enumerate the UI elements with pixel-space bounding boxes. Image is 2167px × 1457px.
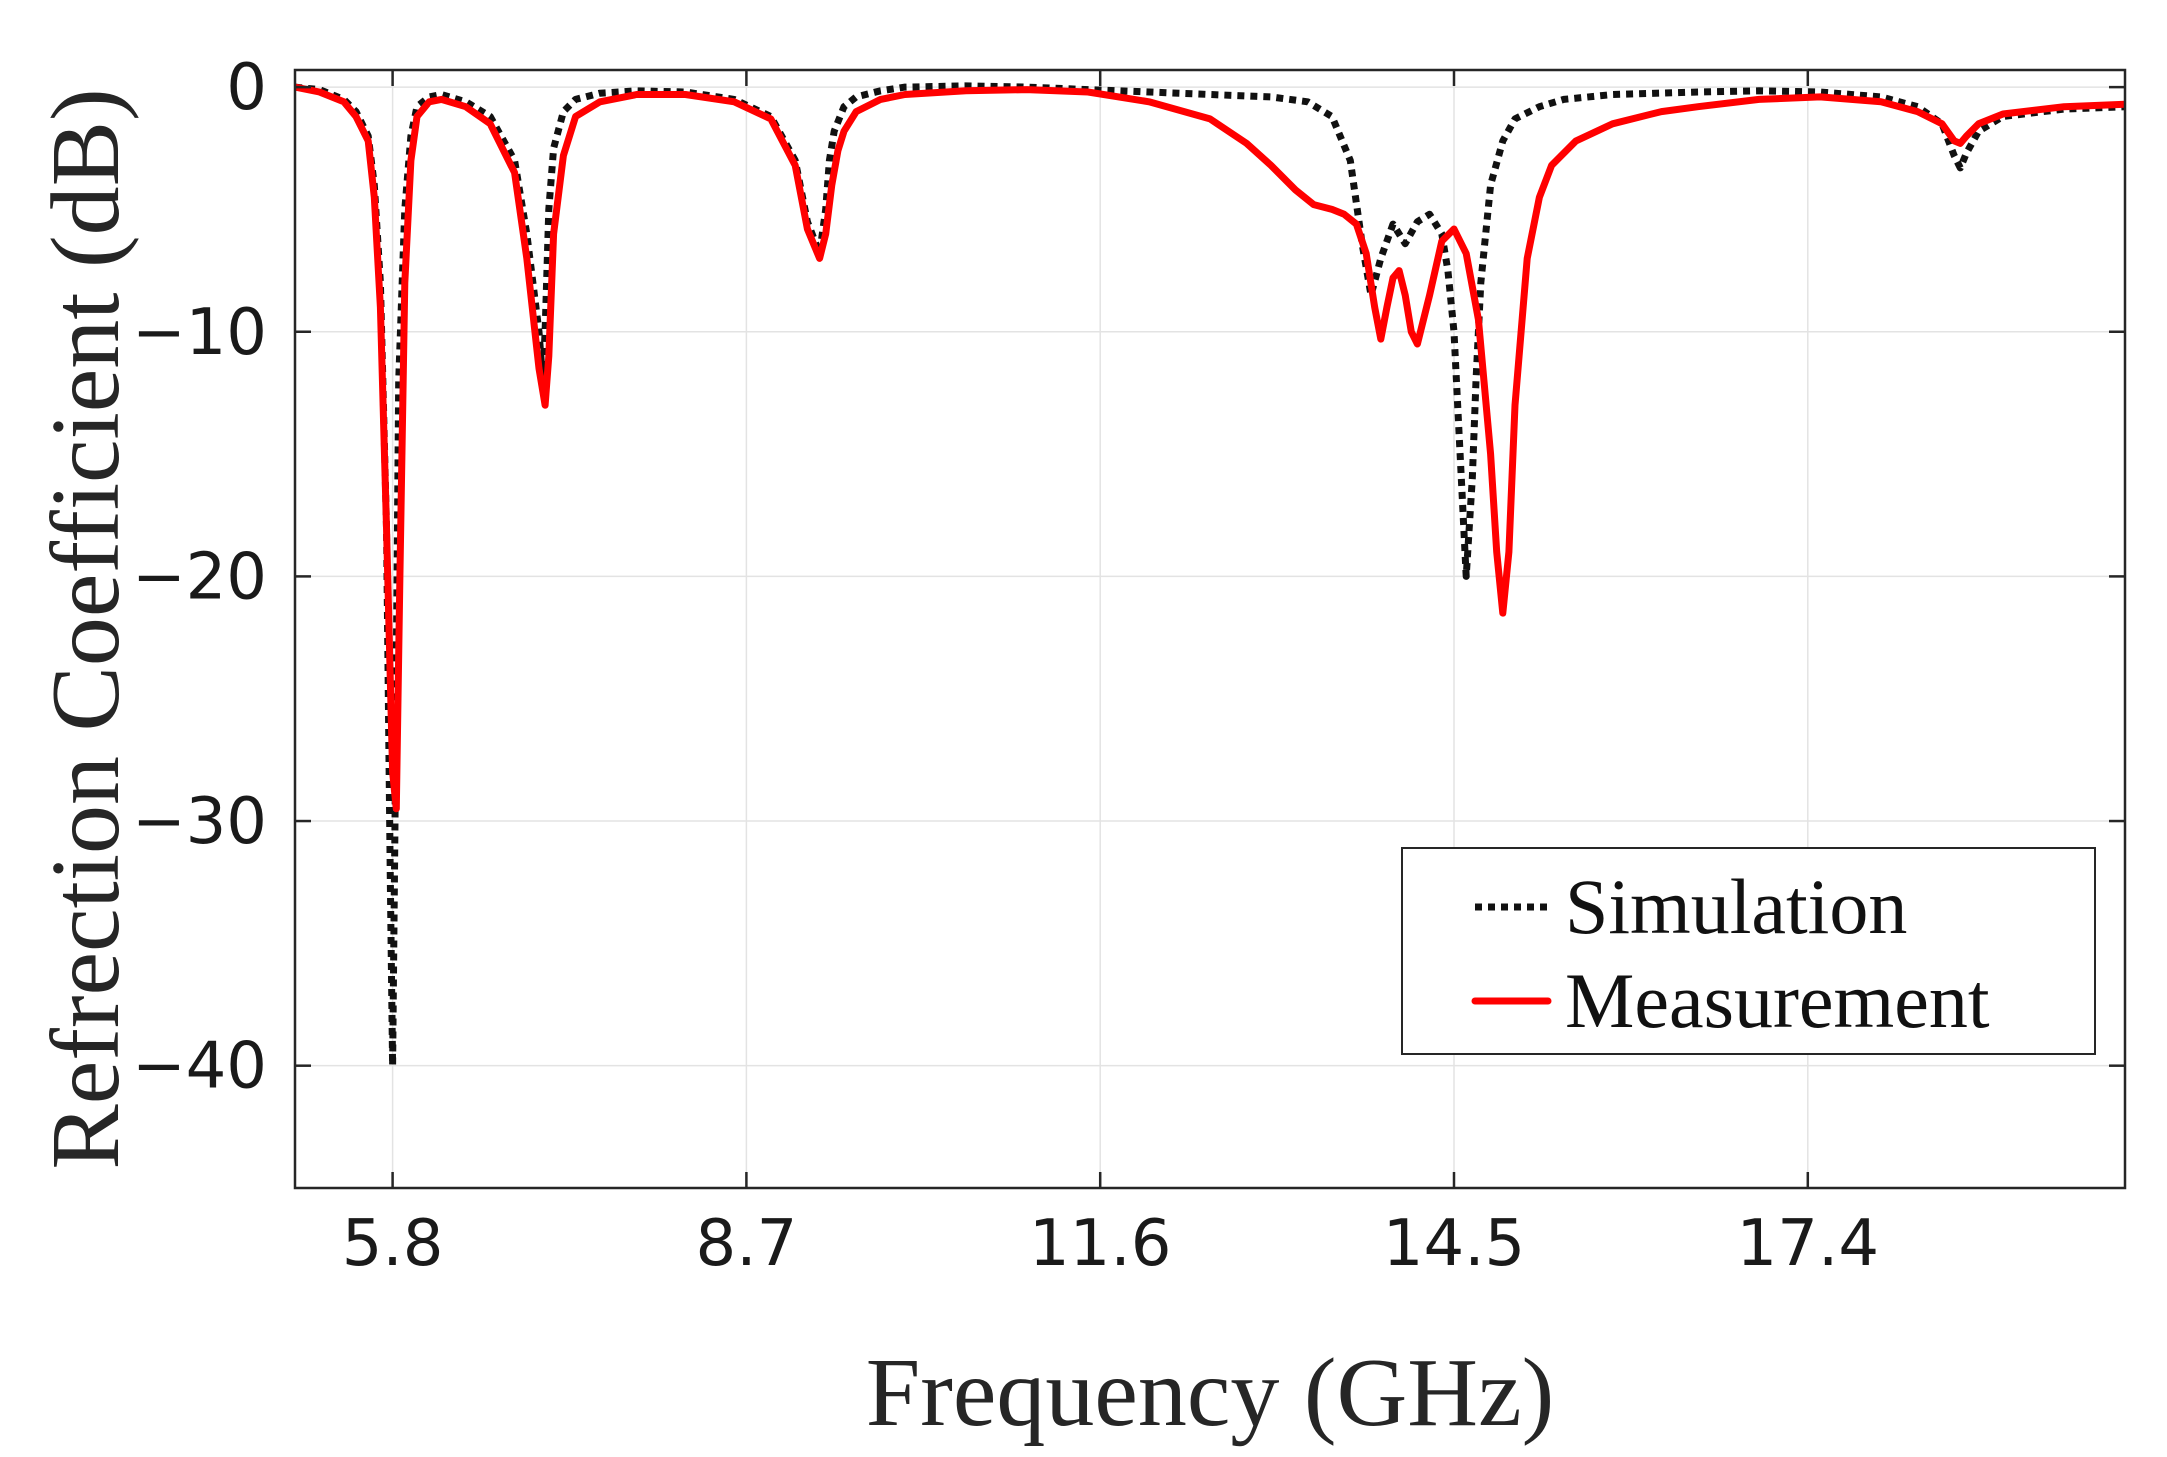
- legend-measurement-label: Measurement: [1565, 957, 1990, 1044]
- x-tick-label: 14.5: [1383, 1207, 1526, 1281]
- y-tick-label: −20: [132, 540, 267, 614]
- grid-lines: [295, 70, 2125, 1188]
- y-tick-label: −30: [132, 785, 267, 859]
- tick-marks: [295, 70, 2125, 1188]
- series-line-measurement: [295, 83, 2125, 813]
- legend-box: [1401, 847, 2096, 1055]
- legend-simulation-label: Simulation: [1565, 863, 1907, 950]
- x-tick-label: 11.6: [1029, 1207, 1172, 1281]
- y-tick-label: −40: [132, 1030, 267, 1104]
- x-tick-label: 8.7: [696, 1207, 798, 1281]
- x-tick-labels: 5.8 8.7 11.6 14.5 17.4: [342, 1207, 1879, 1281]
- legend: Simulation Measurement: [1401, 847, 2096, 1055]
- series-layer: [295, 82, 2125, 1070]
- y-tick-label: −10: [132, 296, 267, 370]
- plot-frame: [293, 68, 2127, 1190]
- y-axis-label: Refrection Coefficient (dB): [32, 88, 140, 1169]
- x-tick-label: 5.8: [342, 1207, 444, 1281]
- x-axis-label: Frequency (GHz): [866, 1339, 1554, 1447]
- x-tick-label: 17.4: [1737, 1207, 1880, 1281]
- y-tick-label: 0: [226, 51, 267, 125]
- y-tick-labels: 0 −10 −20 −30 −40: [132, 51, 267, 1104]
